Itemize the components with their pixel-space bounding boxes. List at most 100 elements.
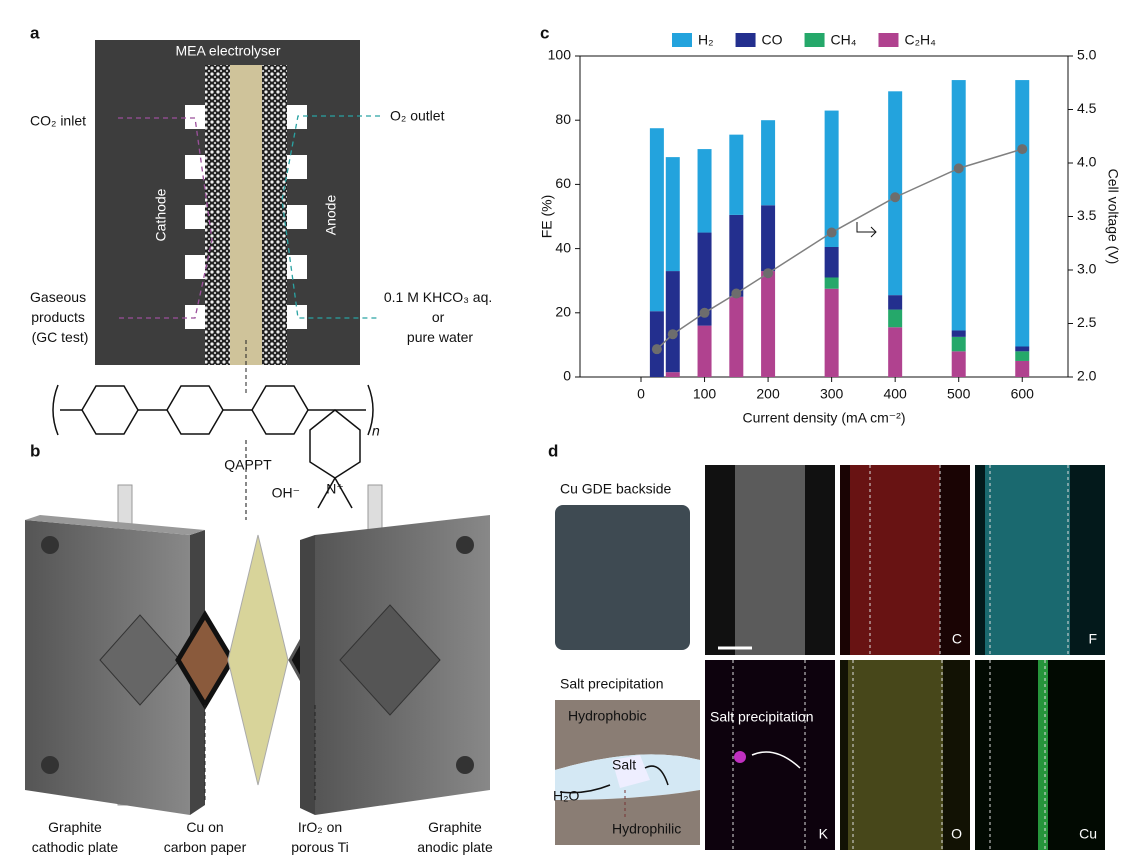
bar-segment (649, 311, 664, 377)
cation-label: N⁺ (326, 481, 344, 497)
y2-tick-label: 3.5 (1077, 207, 1097, 223)
axis-pointer (856, 222, 877, 238)
voltage-point (699, 307, 710, 318)
repeat-label: n (372, 423, 380, 439)
x-axis-label: Current density (mA cm⁻²) (743, 410, 906, 426)
x-tick-label: 500 (947, 386, 971, 402)
text-line: Graphite (428, 819, 482, 835)
y-tick-label: 80 (555, 111, 571, 127)
legend-swatch (672, 33, 692, 47)
bar-segment (888, 295, 903, 310)
element-label: O (951, 826, 962, 842)
bar-segment (1015, 346, 1030, 352)
cell-assembly-diagram (25, 484, 490, 815)
text-line: 0.1 M KHCO₃ aq. (384, 289, 492, 305)
bar-segment (729, 214, 744, 297)
bar-segment (665, 372, 680, 377)
bar-segment (697, 232, 712, 326)
bar-segment (951, 80, 966, 331)
chart: 0 20 40 60 80 100 2.0 2.5 3.0 3.5 4.0 4.5 5.0 0 100 200… (539, 32, 1122, 426)
bar-segment (761, 120, 776, 206)
electrolyser-diagram (95, 40, 380, 395)
water-label: H₂O (553, 788, 580, 804)
y-tick-label: 20 (555, 304, 571, 320)
bar-segment (697, 325, 712, 377)
bar-segment (761, 271, 776, 377)
bar-segment (697, 149, 712, 233)
x-tick-label: 0 (637, 386, 645, 402)
voltage-point (953, 163, 964, 174)
voltage-point (651, 344, 662, 355)
products-label: Gaseous products (GC test) (30, 289, 90, 345)
panel-label: c (540, 23, 549, 42)
polymer-structure (52, 384, 374, 520)
legend-swatch (735, 33, 756, 47)
y2-tick-label: 2.0 (1077, 368, 1097, 384)
bar-segment (729, 296, 744, 377)
text-line: products (31, 309, 85, 325)
bar-segment (1015, 360, 1030, 377)
bar-segment (824, 246, 839, 278)
y2-tick-label: 2.5 (1077, 314, 1097, 330)
text-line: anodic plate (417, 839, 493, 855)
bar-segment (888, 327, 903, 377)
polymer-name: QAPPT (224, 457, 272, 473)
overlay-label: Salt precipitation (710, 709, 814, 725)
bar-segment (951, 351, 966, 377)
text-line: pure water (407, 329, 473, 345)
y-tick-label: 0 (563, 368, 571, 384)
element-label: C (952, 631, 962, 647)
panel-label: d (548, 441, 558, 460)
legend-swatch (878, 33, 899, 47)
x-tick-label: 400 (883, 386, 907, 402)
voltage-point (1017, 144, 1028, 155)
legend-label: C₂H₄ (904, 32, 936, 48)
legend-label: CH₄ (831, 32, 857, 48)
panel-label: a (30, 23, 40, 42)
component-label: IrO₂ on porous Ti (291, 819, 349, 855)
region-label: Hydrophilic (612, 821, 681, 837)
y-tick-label: 60 (555, 175, 571, 191)
bar-segment (1015, 80, 1030, 347)
text-line: Graphite (48, 819, 102, 835)
text-line: carbon paper (164, 839, 247, 855)
voltage-point (890, 192, 901, 203)
voltage-point (763, 268, 774, 279)
photo-label: Cu GDE backside (560, 481, 671, 497)
element-label: K (819, 826, 829, 842)
schematic-label: Salt precipitation (560, 676, 664, 692)
bar-segment (1015, 351, 1030, 361)
anode-label: Anode (323, 195, 339, 236)
legend-swatch (804, 33, 825, 47)
element-label: F (1088, 631, 1097, 647)
outlet-label: O₂ outlet (390, 108, 445, 124)
bar-segment (665, 157, 680, 272)
x-tick-label: 100 (693, 386, 717, 402)
text-line: Cu on (186, 819, 223, 835)
bar-segment (951, 336, 966, 352)
element-label: Cu (1079, 826, 1097, 842)
y2-tick-label: 3.0 (1077, 261, 1097, 277)
y-axis-label: FE (%) (539, 195, 555, 239)
y-tick-label: 40 (555, 239, 571, 255)
bar-segment (824, 277, 839, 289)
legend-label: CO (762, 32, 783, 48)
component-label: Cu on carbon paper (164, 819, 247, 855)
x-tick-label: 300 (820, 386, 844, 402)
bar-segment (888, 309, 903, 328)
y2-tick-label: 5.0 (1077, 47, 1097, 63)
y-tick-label: 100 (548, 47, 572, 63)
panel-label: b (30, 441, 40, 460)
x-tick-label: 200 (756, 386, 780, 402)
salt-label: Salt (612, 757, 636, 773)
bar-segment (951, 330, 966, 337)
region-label: Hydrophobic (568, 708, 647, 724)
micrograph-panel (555, 465, 1105, 850)
electrolyte-label: 0.1 M KHCO₃ aq. or pure water (384, 289, 496, 345)
inlet-label: CO₂ inlet (30, 113, 86, 129)
component-label: Graphite cathodic plate (32, 819, 119, 855)
bar-segment (729, 134, 744, 215)
legend-label: H₂ (698, 32, 714, 48)
bar-segment (761, 205, 776, 272)
y2-axis-label: Cell voltage (V) (1105, 169, 1121, 265)
